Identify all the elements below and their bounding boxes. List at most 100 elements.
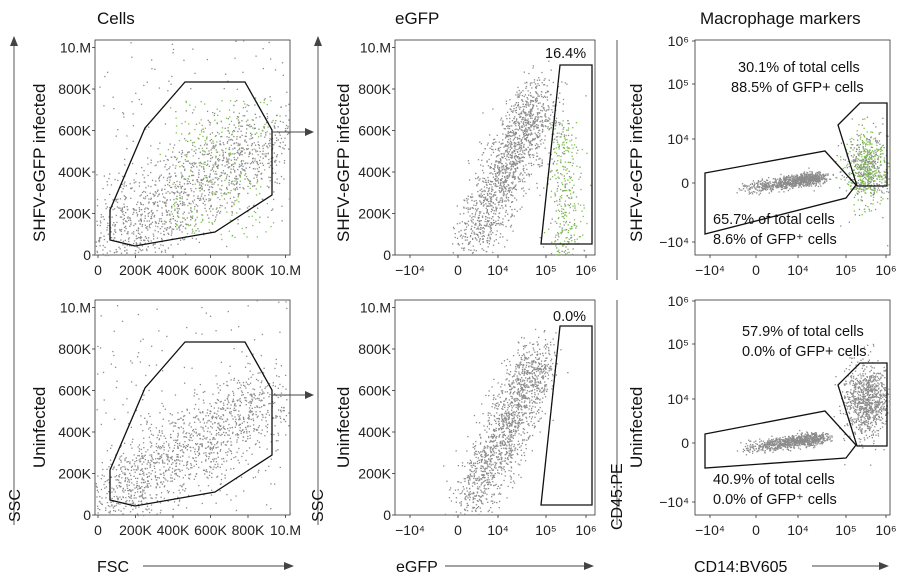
gfp-event-dot [549, 171, 552, 173]
event-dot [261, 333, 264, 336]
event-dot [137, 477, 139, 480]
event-dot [485, 181, 488, 184]
event-dot [155, 476, 157, 479]
gfp-event-dot [194, 220, 196, 222]
event-dot [482, 172, 485, 174]
event-dot [186, 217, 188, 219]
event-dot [272, 156, 274, 159]
gfp-event-dot [218, 133, 220, 135]
event-dot [140, 469, 143, 471]
event-dot [113, 330, 115, 332]
event-dot [534, 144, 537, 147]
event-dot [123, 206, 126, 208]
gfp-event-dot [564, 214, 566, 216]
event-dot [198, 169, 200, 171]
event-dot [168, 445, 170, 447]
event-dot [238, 424, 240, 427]
event-dot [507, 134, 509, 136]
gfp-event-dot [570, 237, 572, 239]
event-dot [124, 458, 126, 460]
event-dot [238, 174, 240, 176]
event-dot [142, 430, 144, 432]
event-dot [137, 251, 140, 253]
event-dot [475, 172, 477, 175]
event-dot [181, 204, 183, 206]
event-dot [184, 415, 186, 417]
event-dot [486, 242, 489, 244]
event-dot [517, 160, 519, 163]
event-dot [225, 452, 227, 454]
event-dot [133, 179, 135, 181]
event-dot [135, 181, 137, 183]
event-dot [545, 110, 547, 112]
event-dot [116, 206, 119, 208]
event-dot [523, 177, 525, 179]
event-dot [128, 219, 130, 221]
event-dot [181, 469, 183, 471]
event-dot [155, 486, 157, 488]
event-dot [497, 223, 499, 225]
gfp-event-dot [557, 185, 559, 187]
event-dot [222, 150, 224, 152]
event-dot [228, 184, 230, 186]
gfp-event-dot [572, 162, 574, 164]
event-dot [106, 501, 109, 504]
event-dot [281, 205, 283, 207]
event-dot [97, 491, 99, 493]
event-dot [228, 448, 230, 450]
event-dot [525, 87, 527, 89]
gfp-event-dot [557, 232, 559, 234]
event-dot [487, 221, 489, 223]
event-dot [129, 489, 131, 491]
event-dot [527, 173, 529, 175]
event-dot [148, 482, 150, 485]
event-dot [130, 469, 133, 471]
event-dot [172, 215, 175, 217]
gfp-event-dot [181, 133, 183, 135]
event-dot [276, 139, 278, 142]
event-dot [106, 252, 108, 254]
event-dot [226, 441, 228, 443]
event-dot [136, 215, 138, 217]
gfp-event-dot [548, 228, 550, 230]
event-dot [137, 356, 139, 358]
event-dot [452, 254, 454, 256]
event-dot [219, 408, 222, 410]
event-dot [154, 247, 156, 249]
event-dot [248, 378, 250, 380]
event-dot [518, 135, 521, 137]
event-dot [172, 430, 174, 432]
event-dot [243, 397, 246, 399]
event-dot [206, 153, 208, 155]
event-dot [530, 162, 533, 164]
event-dot [188, 477, 190, 479]
event-dot [480, 193, 482, 195]
event-dot [500, 197, 502, 199]
event-dot [177, 412, 179, 414]
event-dot [138, 220, 140, 222]
event-dot [521, 126, 524, 128]
event-dot [246, 104, 248, 106]
event-dot [209, 140, 211, 142]
event-dot [150, 145, 152, 147]
event-dot [268, 41, 270, 44]
event-dot [509, 140, 512, 142]
event-dot [541, 82, 543, 84]
event-dot [158, 462, 160, 464]
event-dot [169, 219, 171, 221]
event-dot [477, 177, 479, 179]
event-dot [525, 134, 527, 136]
event-dot [247, 438, 249, 440]
event-dot [153, 204, 155, 206]
event-dot [489, 200, 491, 202]
event-dot [191, 174, 193, 177]
event-dot [152, 244, 154, 246]
event-dot [496, 176, 498, 178]
event-dot [493, 138, 495, 141]
event-dot [184, 253, 187, 255]
event-dot [237, 130, 239, 133]
gfp-event-dot [563, 217, 565, 219]
event-dot [203, 232, 205, 234]
event-dot [184, 204, 186, 206]
event-dot [174, 192, 176, 194]
